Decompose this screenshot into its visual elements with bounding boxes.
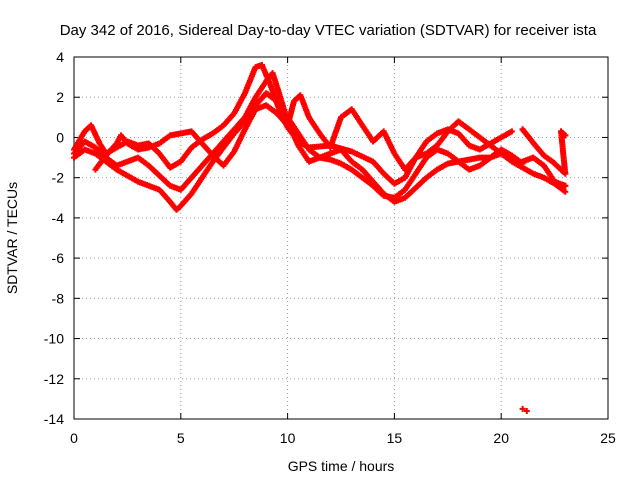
x-tick-label: 20 [493, 430, 509, 446]
y-tick-label: -10 [44, 331, 64, 347]
y-ticks: -14 -12 -10 -8 -6 -4 -2 0 2 4 [44, 49, 608, 427]
y-tick-label: -2 [52, 170, 65, 186]
y-axis-label: SDTVAR / TECUs [4, 182, 20, 294]
y-tick-label: 0 [56, 129, 64, 145]
y-tick-label: -6 [52, 250, 65, 266]
chart-title: Day 342 of 2016, Sidereal Day-to-day VTE… [60, 22, 597, 39]
x-ticks: 0 5 10 15 20 25 [70, 57, 616, 446]
y-tick-label: 2 [56, 89, 64, 105]
x-axis-label: GPS time / hours [288, 458, 395, 474]
grid [74, 57, 608, 419]
data-point-track-a [508, 128, 515, 135]
y-tick-label: -12 [44, 371, 64, 387]
y-tick-label: -14 [44, 411, 64, 427]
y-tick-label: -4 [52, 210, 65, 226]
x-tick-label: 15 [387, 430, 403, 446]
data-point-outlier [519, 405, 526, 412]
data-point-track-e [562, 132, 569, 139]
y-tick-label: -8 [52, 290, 65, 306]
x-tick-label: 25 [600, 430, 616, 446]
x-tick-label: 0 [70, 430, 78, 446]
y-tick-label: 4 [56, 49, 64, 65]
data-point-track-e [562, 182, 569, 189]
data-points [71, 62, 569, 414]
x-tick-label: 5 [177, 430, 185, 446]
plot-frame [73, 56, 609, 420]
data-point-outlier [523, 408, 530, 414]
data-point-track-d [562, 188, 569, 195]
x-tick-label: 10 [280, 430, 296, 446]
